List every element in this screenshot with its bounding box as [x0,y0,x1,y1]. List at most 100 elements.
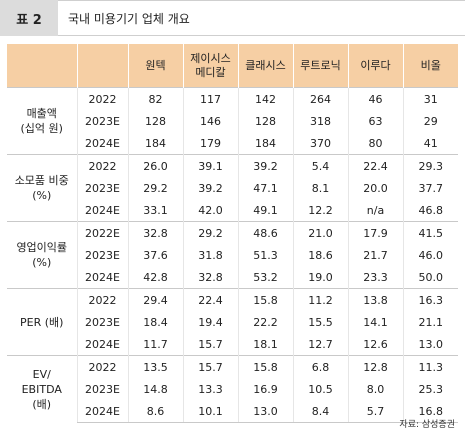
value-cell: 12.7 [292,333,348,356]
year-cell: 2024E [76,132,128,155]
value-cell: 18.1 [237,333,293,356]
value-cell: 128 [127,110,183,132]
value-cell: 80 [347,132,403,155]
value-cell: 5.7 [347,400,403,423]
value-cell: 32.8 [127,221,183,244]
value-cell: 370 [292,132,348,155]
value-cell: 15.7 [182,355,238,378]
table-row: 2023E 128 146 128 318 63 29 [7,110,458,132]
value-cell: 46.8 [402,199,458,222]
table-number: 표 2 [0,0,58,36]
table-row: PER (배) 2022 29.4 22.4 15.8 11.2 13.8 16.3 [7,288,458,356]
value-cell: 46.0 [402,244,458,266]
year-cell: 2022 [76,288,128,311]
value-cell: 63 [347,110,403,132]
metric-label: EV/EBITDA (배) [7,355,77,423]
value-cell: 39.2 [237,154,293,177]
value-cell: 82 [127,87,183,110]
value-cell: 142 [237,87,293,110]
column-header: 원텍 [127,44,183,88]
value-cell: 13.0 [237,400,293,423]
table-row: 2024E 33.1 42.0 49.1 12.2 n/a 46.8 [7,199,458,222]
value-cell: 11.2 [292,288,348,311]
year-cell: 2024E [76,199,128,222]
value-cell: 50.0 [402,266,458,289]
value-cell: 33.1 [127,199,183,222]
table-row: 2024E 8.6 10.1 13.0 8.4 5.7 16.8 [7,400,458,423]
year-cell: 2023E [76,244,128,266]
value-cell: 15.8 [237,355,293,378]
year-cell: 2023E [76,311,128,333]
source-note: 자료: 삼성증권 [399,420,455,430]
value-cell: 13.3 [182,378,238,400]
value-cell: 14.8 [127,378,183,400]
value-cell: 46 [347,87,403,110]
table-row: 2023E 37.6 31.8 51.3 18.6 21.7 46.0 [7,244,458,266]
table-body: 매출액 (십억 원) 2022 82 117 142 264 46 31 2023E 128 146 1… [7,87,458,423]
value-cell: 13.0 [402,333,458,356]
value-cell: 19.0 [292,266,348,289]
value-cell: 39.1 [182,154,238,177]
year-cell: 2023E [76,378,128,400]
value-cell: 29.2 [127,177,183,199]
table-row: 2023E 29.2 39.2 47.1 8.1 20.0 37.7 [7,177,458,199]
year-cell: 2022 [76,355,128,378]
table-row: 2023E 18.4 19.4 22.2 15.5 14.1 21.1 [7,311,458,333]
value-cell: 41 [402,132,458,155]
value-cell: 19.4 [182,311,238,333]
column-header: 클래시스 [237,44,293,88]
value-cell: 29 [402,110,458,132]
year-cell: 2022 [76,87,128,110]
year-header-cell [76,44,128,88]
year-cell: 2022 [76,154,128,177]
value-cell: 39.2 [182,177,238,199]
value-cell: 184 [237,132,293,155]
value-cell: 31 [402,87,458,110]
value-cell: 42.8 [127,266,183,289]
table-row: EV/EBITDA (배) 2022 13.5 15.7 15.8 6.8 12.8 11.3 [7,355,458,423]
value-cell: 48.6 [237,221,293,244]
value-cell: 51.3 [237,244,293,266]
value-cell: 10.1 [182,400,238,423]
value-cell: 18.6 [292,244,348,266]
value-cell: 16.9 [237,378,293,400]
metric-label: 매출액 (십억 원) [7,87,77,155]
value-cell: 15.5 [292,311,348,333]
value-cell: 5.4 [292,154,348,177]
value-cell: 21.1 [402,311,458,333]
header-row: 원텍 제이시스 메디칼 클래시스 루트로닉 이루다 비올 [7,44,458,88]
corner-cell [7,44,77,88]
table-row: 2024E 42.8 32.8 53.2 19.0 23.3 50.0 [7,266,458,289]
value-cell: 16.8 [402,400,458,423]
value-cell: 22.2 [237,311,293,333]
value-cell: 37.6 [127,244,183,266]
value-cell: 12.2 [292,199,348,222]
value-cell: 8.6 [127,400,183,423]
table-row: 소모품 비중 (%) 2022 26.0 39.1 39.2 5.4 22.4 29.3 [7,154,458,222]
column-header: 이루다 [347,44,403,88]
value-cell: 17.9 [347,221,403,244]
value-cell: 117 [182,87,238,110]
table-row: 2023E 14.8 13.3 16.9 10.5 8.0 25.3 [7,378,458,400]
value-cell: 47.1 [237,177,293,199]
value-cell: 18.4 [127,311,183,333]
value-cell: 20.0 [347,177,403,199]
company-overview-table: 원텍 제이시스 메디칼 클래시스 루트로닉 이루다 비올 매출액 (십억 원) 202… [7,44,458,423]
value-cell: 22.4 [182,288,238,311]
value-cell: 21.7 [347,244,403,266]
year-cell: 2024E [76,333,128,356]
value-cell: 11.7 [127,333,183,356]
value-cell: 6.8 [292,355,348,378]
value-cell: 25.3 [402,378,458,400]
value-cell: 31.8 [182,244,238,266]
metric-label: 소모품 비중 (%) [7,154,77,222]
value-cell: 179 [182,132,238,155]
value-cell: 29.3 [402,154,458,177]
year-cell: 2022E [76,221,128,244]
value-cell: 12.6 [347,333,403,356]
table-row: 2024E 11.7 15.7 18.1 12.7 12.6 13.0 [7,333,458,356]
value-cell: 11.3 [402,355,458,378]
value-cell: 29.4 [127,288,183,311]
column-header: 제이시스 메디칼 [182,44,238,88]
value-cell: 15.7 [182,333,238,356]
